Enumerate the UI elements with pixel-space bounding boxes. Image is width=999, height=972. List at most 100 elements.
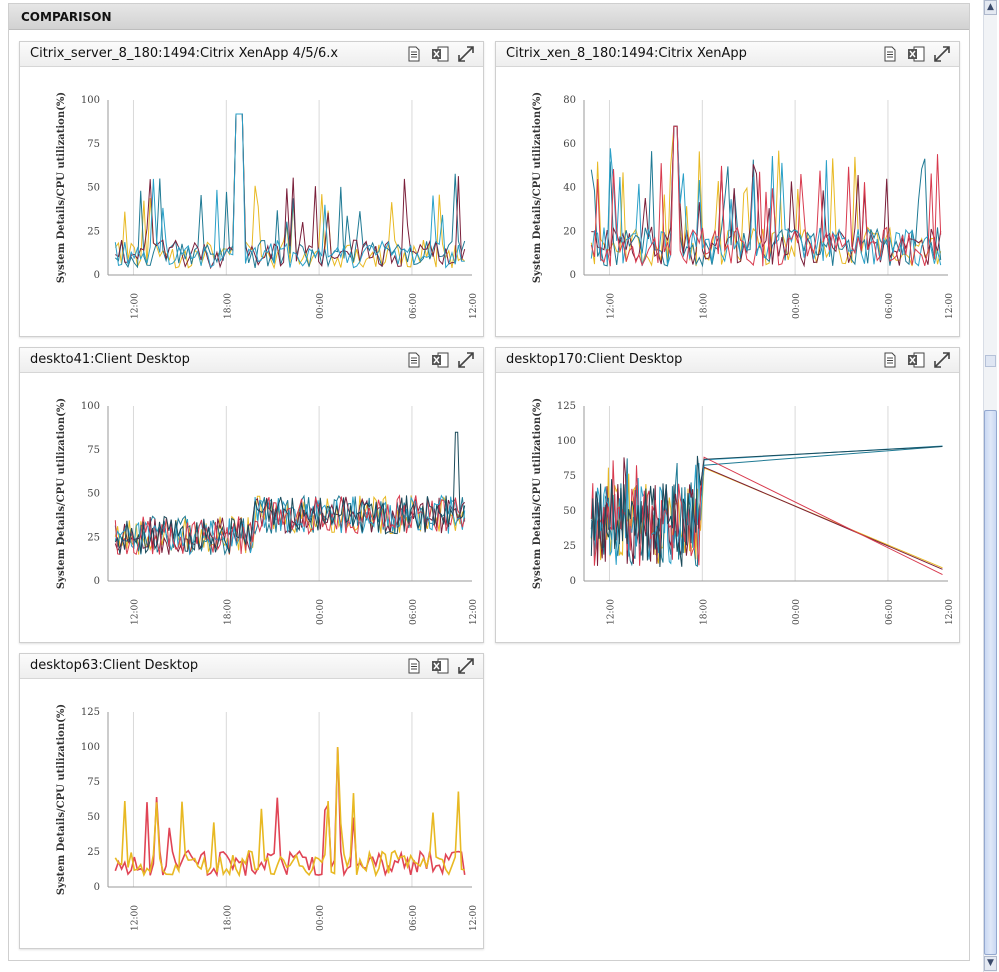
chart-panel-2: Citrix_xen_8_180:1494:Citrix XenApp 12:0… <box>495 41 960 337</box>
y-tick-label: 0 <box>94 576 100 587</box>
series-line <box>115 113 466 270</box>
panel-title: desktop170:Client Desktop <box>506 352 683 367</box>
chart-panel-1: Citrix_server_8_180:1494:Citrix XenApp 4… <box>19 41 484 337</box>
y-tick-label: 0 <box>94 882 100 893</box>
x-tick-label: 06:00 <box>409 599 419 625</box>
y-tick-label: 0 <box>570 576 576 587</box>
x-tick-label: 12:00 <box>945 599 955 625</box>
y-tick-label: 125 <box>557 401 576 412</box>
series-line <box>590 445 943 568</box>
panel-header: Citrix_server_8_180:1494:Citrix XenApp 4… <box>20 42 483 67</box>
expand-icon[interactable] <box>457 657 475 675</box>
section-title: COMPARISON <box>9 4 969 30</box>
x-tick-label: 12:00 <box>130 905 140 931</box>
series-line <box>114 494 466 556</box>
panel-title: Citrix_server_8_180:1494:Citrix XenApp 4… <box>30 46 339 61</box>
scroll-up-button[interactable]: ▲ <box>984 0 997 15</box>
vertical-scrollbar[interactable]: ▲ ▼ <box>983 0 997 972</box>
x-tick-label: 12:00 <box>945 293 955 319</box>
series-line <box>590 125 942 267</box>
panel-title: Citrix_xen_8_180:1494:Citrix XenApp <box>506 46 747 61</box>
x-tick-label: 12:00 <box>469 599 479 625</box>
excel-export-icon[interactable] <box>431 657 449 675</box>
y-tick-label: 80 <box>563 95 576 106</box>
x-tick-label: 00:00 <box>792 293 802 319</box>
y-tick-label: 50 <box>563 506 576 517</box>
panel-header: desktop170:Client Desktop <box>496 348 959 373</box>
scroll-position-marker <box>985 355 996 367</box>
chart-panel-5: desktop63:Client Desktop 12:00 18:00 00:00… <box>19 653 484 949</box>
y-axis-label: System Details/CPU utilization(%) <box>532 398 543 589</box>
x-tick-label: 18:00 <box>699 599 709 625</box>
panel-header: Citrix_xen_8_180:1494:Citrix XenApp <box>496 42 959 67</box>
y-tick-label: 50 <box>87 812 100 823</box>
y-axis-label: System Details/CPU utilization(%) <box>56 398 67 589</box>
y-tick-label: 100 <box>557 436 576 447</box>
y-tick-label: 75 <box>563 471 576 482</box>
x-tick-label: 06:00 <box>885 599 895 625</box>
y-tick-label: 25 <box>87 226 100 237</box>
line-chart: 12:00 18:00 00:00 06:00 12:00 100 75 50 25 0 Syste… <box>56 398 479 625</box>
x-tick-label: 18:00 <box>699 293 709 319</box>
x-tick-label: 12:00 <box>606 293 616 319</box>
x-tick-label: 12:00 <box>130 599 140 625</box>
series-line <box>114 113 465 269</box>
series-line <box>114 746 465 878</box>
y-tick-label: 25 <box>87 532 100 543</box>
y-tick-label: 100 <box>81 95 100 106</box>
y-tick-label: 0 <box>94 270 100 281</box>
report-icon[interactable] <box>405 45 423 63</box>
x-tick-label: 06:00 <box>885 293 895 319</box>
report-icon[interactable] <box>881 45 899 63</box>
x-tick-label: 12:00 <box>469 905 479 931</box>
excel-export-icon[interactable] <box>907 351 925 369</box>
report-icon[interactable] <box>405 351 423 369</box>
panel-header: deskto41:Client Desktop <box>20 348 483 373</box>
series-line <box>114 494 466 556</box>
chart-panel-4: desktop170:Client Desktop 12:00 18:00 00:0… <box>495 347 960 643</box>
scroll-down-button[interactable]: ▼ <box>984 956 997 971</box>
line-chart: 12:00 18:00 00:00 06:00 12:00 80 60 40 20 0 System… <box>532 92 955 319</box>
x-tick-label: 12:00 <box>606 599 616 625</box>
x-tick-label: 12:00 <box>130 293 140 319</box>
y-tick-label: 75 <box>87 139 100 150</box>
series-line <box>590 125 942 267</box>
excel-export-icon[interactable] <box>431 351 449 369</box>
y-tick-label: 75 <box>87 777 100 788</box>
expand-icon[interactable] <box>457 351 475 369</box>
panel-title: desktop63:Client Desktop <box>30 658 199 673</box>
y-tick-label: 75 <box>87 445 100 456</box>
y-tick-label: 40 <box>563 183 576 194</box>
y-tick-label: 125 <box>81 707 100 718</box>
y-tick-label: 50 <box>87 183 100 194</box>
x-tick-label: 00:00 <box>792 599 802 625</box>
expand-icon[interactable] <box>457 45 475 63</box>
line-chart: 12:00 18:00 00:00 06:00 12:00 125 100 75 50 25 0 Sy… <box>56 704 479 931</box>
excel-export-icon[interactable] <box>431 45 449 63</box>
expand-icon[interactable] <box>933 351 951 369</box>
x-tick-label: 00:00 <box>316 905 326 931</box>
report-icon[interactable] <box>881 351 899 369</box>
y-tick-label: 100 <box>81 742 100 753</box>
y-tick-label: 60 <box>563 139 576 150</box>
x-tick-label: 18:00 <box>223 599 233 625</box>
x-tick-label: 18:00 <box>223 905 233 931</box>
line-chart: 12:00 18:00 00:00 06:00 12:00 125 100 75 50 25 0 Sy… <box>532 398 955 625</box>
expand-icon[interactable] <box>933 45 951 63</box>
y-axis-label: System Details/CPU utilization(%) <box>56 704 67 895</box>
comparison-section: COMPARISON Citrix_server_8_180:1494:Citr… <box>8 3 970 961</box>
y-tick-label: 50 <box>87 489 100 500</box>
excel-export-icon[interactable] <box>907 45 925 63</box>
y-axis-label: System Details/CPU utilization(%) <box>56 92 67 283</box>
y-tick-label: 20 <box>563 226 576 237</box>
x-tick-label: 18:00 <box>223 293 233 319</box>
report-icon[interactable] <box>405 657 423 675</box>
y-tick-label: 25 <box>563 541 576 552</box>
x-tick-label: 06:00 <box>409 905 419 931</box>
line-chart: 12:00 18:00 00:00 06:00 12:00 100 75 50 25 0 Syste… <box>56 92 479 319</box>
y-tick-label: 100 <box>81 401 100 412</box>
scroll-thumb[interactable] <box>984 410 997 955</box>
panel-title: deskto41:Client Desktop <box>30 352 190 367</box>
x-tick-label: 00:00 <box>316 599 326 625</box>
y-tick-label: 0 <box>570 270 576 281</box>
